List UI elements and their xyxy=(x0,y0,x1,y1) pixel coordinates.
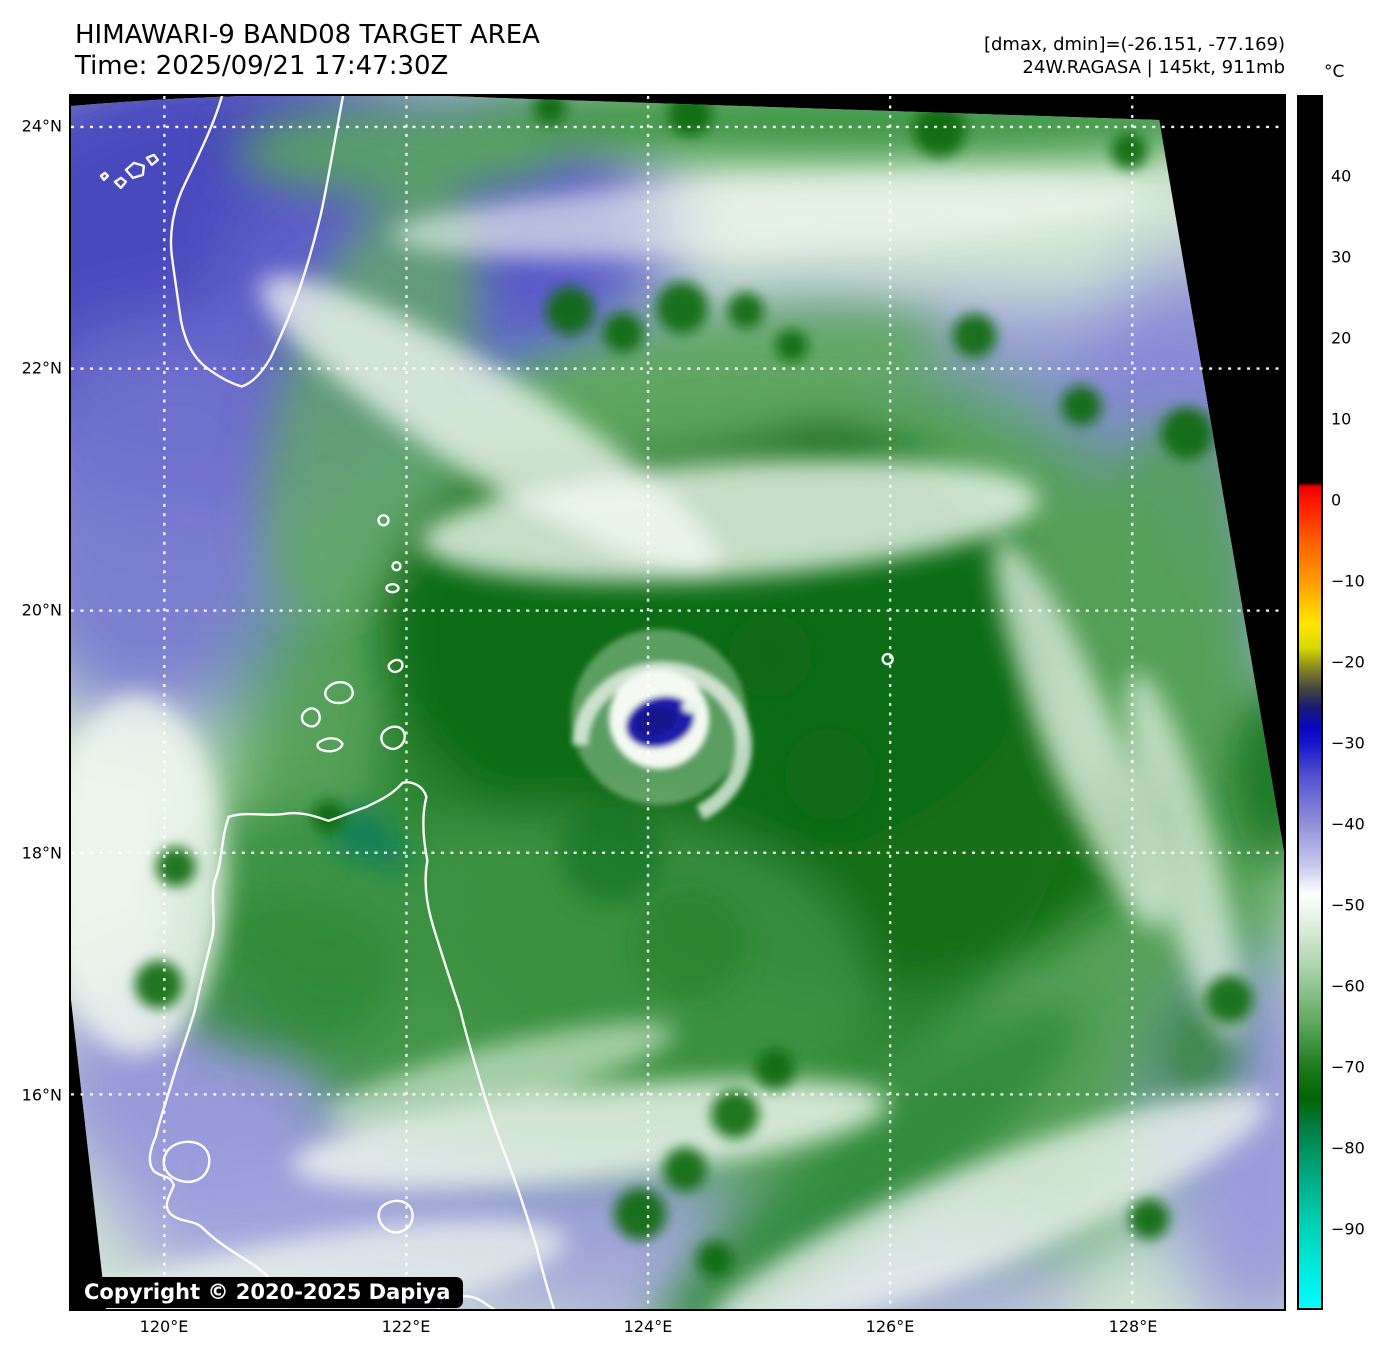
colorbar-tick: −70 xyxy=(1331,1057,1365,1077)
dmax-dmin-readout: [dmax, dmin]=(-26.151, -77.169) xyxy=(983,34,1285,55)
y-tick-label: 20°N xyxy=(21,600,62,620)
satellite-map: Copyright © 2020-2025 Dapiya xyxy=(69,94,1286,1311)
colorbar-unit-label: °C xyxy=(1324,62,1345,82)
colorbar-tick: −90 xyxy=(1331,1219,1365,1239)
colorbar-tick: −80 xyxy=(1331,1138,1365,1158)
info-block: [dmax, dmin]=(-26.151, -77.169) 24W.RAGA… xyxy=(984,33,1285,79)
y-tick-label: 18°N xyxy=(21,843,62,863)
colorbar-tick: −40 xyxy=(1331,814,1365,834)
timestamp: Time: 2025/09/21 17:47:30Z xyxy=(75,51,449,81)
colorbar xyxy=(1297,95,1323,1310)
colorbar-tick: −30 xyxy=(1331,733,1365,753)
satellite-image xyxy=(71,96,1284,1309)
y-tick-label: 24°N xyxy=(21,116,62,136)
coastlines xyxy=(99,96,894,1309)
colorbar-tick: 30 xyxy=(1331,247,1352,267)
colorbar-tick: −10 xyxy=(1331,571,1365,591)
colorbar-tick: 0 xyxy=(1331,490,1342,510)
colorbar-tick: −50 xyxy=(1331,895,1365,915)
y-tick-label: 22°N xyxy=(21,358,62,378)
x-tick-label: 128°E xyxy=(1108,1317,1158,1336)
x-tick-label: 126°E xyxy=(865,1317,915,1336)
y-tick-label: 16°N xyxy=(21,1085,62,1105)
storm-info: 24W.RAGASA | 145kt, 911mb xyxy=(1022,57,1285,78)
graticule xyxy=(71,96,1284,1309)
colorbar-tick: 20 xyxy=(1331,328,1352,348)
ir-field xyxy=(71,96,1284,1309)
colorbar-tick: 10 xyxy=(1331,409,1352,429)
page-title: HIMAWARI-9 BAND08 TARGET AREA xyxy=(75,20,540,50)
x-tick-label: 124°E xyxy=(623,1317,673,1336)
typhoon-eye xyxy=(571,629,752,820)
x-tick-label: 120°E xyxy=(139,1317,189,1336)
colorbar-tick: −20 xyxy=(1331,652,1365,672)
copyright-badge: Copyright © 2020-2025 Dapiya xyxy=(71,1277,464,1308)
colorbar-tick: −60 xyxy=(1331,976,1365,996)
title-block: HIMAWARI-9 BAND08 TARGET AREA Time: 2025… xyxy=(75,20,540,82)
colorbar-tick: 40 xyxy=(1331,166,1352,186)
x-tick-label: 122°E xyxy=(381,1317,431,1336)
